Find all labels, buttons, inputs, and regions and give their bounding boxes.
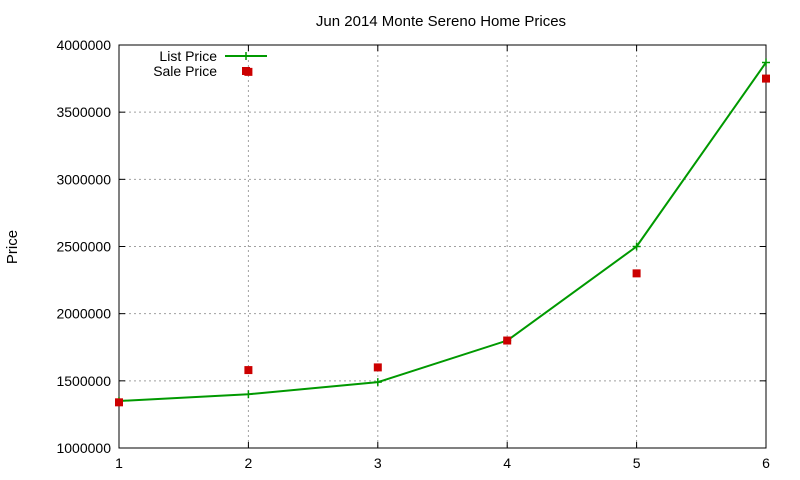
grid: [119, 45, 766, 448]
y-tick-label: 4000000: [56, 37, 111, 53]
legend-label: List Price: [159, 48, 217, 64]
y-tick-label: 3500000: [56, 104, 111, 120]
y-tick-label: 1500000: [56, 373, 111, 389]
sale-price-point: [373, 363, 382, 372]
chart-title: Jun 2014 Monte Sereno Home Prices: [316, 13, 566, 30]
sale-price-point: [503, 336, 512, 345]
plot-frame: [118, 44, 767, 449]
list-price-line: [118, 61, 767, 402]
legend-marker: [242, 67, 250, 75]
list-price-point: [244, 390, 253, 399]
sale-price-point: [762, 74, 770, 83]
list-price-point: [762, 58, 770, 67]
x-tick-label: 5: [633, 455, 641, 471]
y-tick-label: 1000000: [56, 440, 111, 456]
legend-label: Sale Price: [153, 63, 217, 79]
list-price-point: [373, 378, 382, 387]
axes: 1000000 1500000 2000000 2500000 3000000 35000…: [56, 37, 770, 471]
x-tick-label: 6: [762, 455, 770, 471]
x-tick-label: 1: [115, 455, 123, 471]
y-axis-label: Price: [4, 230, 21, 264]
y-tick-label: 2000000: [56, 306, 111, 322]
x-tick-label: 3: [374, 455, 382, 471]
sale-price-point: [115, 398, 123, 407]
x-tick-label: 4: [503, 455, 511, 471]
x-tick-label: 2: [245, 455, 253, 471]
series-layer: [115, 58, 770, 407]
y-tick-label: 3000000: [56, 171, 111, 187]
sale-price-point: [244, 366, 253, 375]
legend-marker: [242, 52, 250, 60]
list-price-point: [632, 242, 641, 251]
y-tick-label: 2500000: [56, 239, 111, 255]
sale-price-point: [632, 269, 641, 278]
